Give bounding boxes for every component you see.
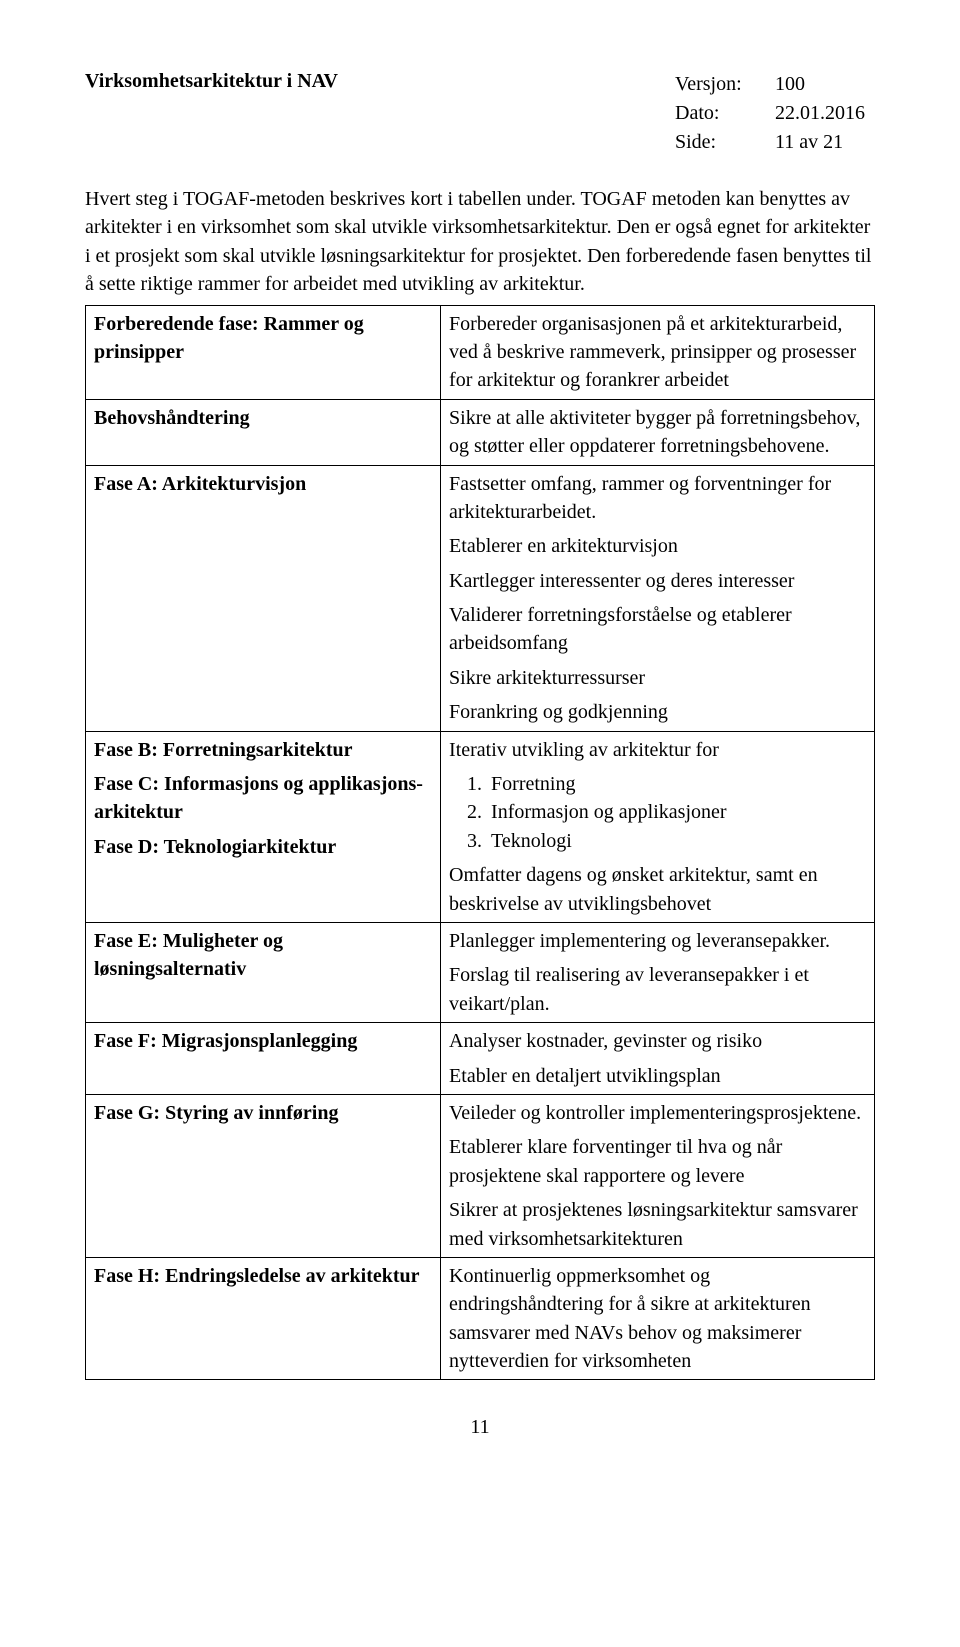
phase-desc: Sikre at alle aktiviteter bygger på forr… — [441, 399, 875, 465]
document-page: Virksomhetsarkitektur i NAV Versjon: 100… — [0, 0, 960, 1479]
phase-label: Fase F: Migrasjonsplanlegging — [86, 1023, 441, 1095]
phase-label: Fase C: Informasjons og applikasjons-ark… — [94, 770, 432, 827]
phase-label: Fase D: Teknologiarkitektur — [94, 833, 432, 861]
desc-line: Validerer forretningsforståelse og etabl… — [449, 601, 866, 658]
desc-line: Iterativ utvikling av arkitektur for — [449, 736, 866, 764]
meta-version-value: 100 — [775, 70, 875, 99]
table-row: Forberedende fase: Rammer og prinsipper … — [86, 305, 875, 399]
meta-date-value: 22.01.2016 — [775, 99, 875, 128]
desc-line: Etablerer klare forventinger til hva og … — [449, 1133, 866, 1190]
meta-version: Versjon: 100 — [675, 70, 875, 99]
document-meta: Versjon: 100 Dato: 22.01.2016 Side: 11 a… — [675, 70, 875, 157]
phase-desc: Veileder og kontroller implementeringspr… — [441, 1094, 875, 1257]
phase-label: Forberedende fase: Rammer og prinsipper — [86, 305, 441, 399]
phase-label: Fase A: Arkitekturvisjon — [86, 465, 441, 731]
phase-desc: Analyser kostnader, gevinster og risiko … — [441, 1023, 875, 1095]
phase-label: Fase G: Styring av innføring — [86, 1094, 441, 1257]
meta-page-value: 11 av 21 — [775, 128, 875, 157]
desc-line: Omfatter dagens og ønsket arkitektur, sa… — [449, 861, 866, 918]
desc-line: Planlegger implementering og leveransepa… — [449, 927, 866, 955]
meta-date-label: Dato: — [675, 99, 775, 128]
table-row: Fase H: Endringsledelse av arkitektur Ko… — [86, 1257, 875, 1380]
phase-desc: Forbereder organisasjonen på et arkitekt… — [441, 305, 875, 399]
desc-line: Analyser kostnader, gevinster og risiko — [449, 1027, 866, 1055]
intro-paragraph: Hvert steg i TOGAF-metoden beskrives kor… — [85, 185, 875, 299]
list-item: Informasjon og applikasjoner — [487, 798, 866, 826]
desc-line: Sikrer at prosjektenes løsningsarkitektu… — [449, 1196, 866, 1253]
table-row: Behovshåndtering Sikre at alle aktivitet… — [86, 399, 875, 465]
phase-desc: Iterativ utvikling av arkitektur for For… — [441, 731, 875, 922]
table-row: Fase F: Migrasjonsplanlegging Analyser k… — [86, 1023, 875, 1095]
meta-page-label: Side: — [675, 128, 775, 157]
meta-version-label: Versjon: — [675, 70, 775, 99]
phase-label: Fase B: Forretningsarkitektur — [94, 736, 432, 764]
desc-line: Forankring og godkjenning — [449, 698, 866, 726]
table-row: Fase G: Styring av innføring Veileder og… — [86, 1094, 875, 1257]
footer-page-number: 11 — [85, 1416, 875, 1439]
page-header: Virksomhetsarkitektur i NAV Versjon: 100… — [85, 70, 875, 157]
phase-desc: Kontinuerlig oppmerksomhet og endringshå… — [441, 1257, 875, 1380]
desc-line: Forslag til realisering av leveransepakk… — [449, 961, 866, 1018]
document-title: Virksomhetsarkitektur i NAV — [85, 70, 338, 93]
phases-table: Forberedende fase: Rammer og prinsipper … — [85, 305, 875, 1381]
desc-line: Fastsetter omfang, rammer og forventning… — [449, 470, 866, 527]
desc-line: Sikre arkitekturressurser — [449, 664, 866, 692]
meta-page: Side: 11 av 21 — [675, 128, 875, 157]
desc-line: Veileder og kontroller implementeringspr… — [449, 1099, 866, 1127]
phase-label: Behovshåndtering — [86, 399, 441, 465]
table-row: Fase E: Muligheter og løsningsalternativ… — [86, 922, 875, 1022]
desc-line: Etabler en detaljert utviklingsplan — [449, 1062, 866, 1090]
phase-desc: Planlegger implementering og leveransepa… — [441, 922, 875, 1022]
meta-date: Dato: 22.01.2016 — [675, 99, 875, 128]
phase-label: Fase H: Endringsledelse av arkitektur — [86, 1257, 441, 1380]
desc-line: Kartlegger interessenter og deres intere… — [449, 567, 866, 595]
table-row: Fase B: Forretningsarkitektur Fase C: In… — [86, 731, 875, 922]
desc-line: Etablerer en arkitekturvisjon — [449, 532, 866, 560]
list-item: Forretning — [487, 770, 866, 798]
phase-desc: Fastsetter omfang, rammer og forventning… — [441, 465, 875, 731]
list-item: Teknologi — [487, 827, 866, 855]
phase-label: Fase E: Muligheter og løsningsalternativ — [86, 922, 441, 1022]
numbered-list: Forretning Informasjon og applikasjoner … — [487, 770, 866, 855]
phase-label-group: Fase B: Forretningsarkitektur Fase C: In… — [86, 731, 441, 922]
table-row: Fase A: Arkitekturvisjon Fastsetter omfa… — [86, 465, 875, 731]
